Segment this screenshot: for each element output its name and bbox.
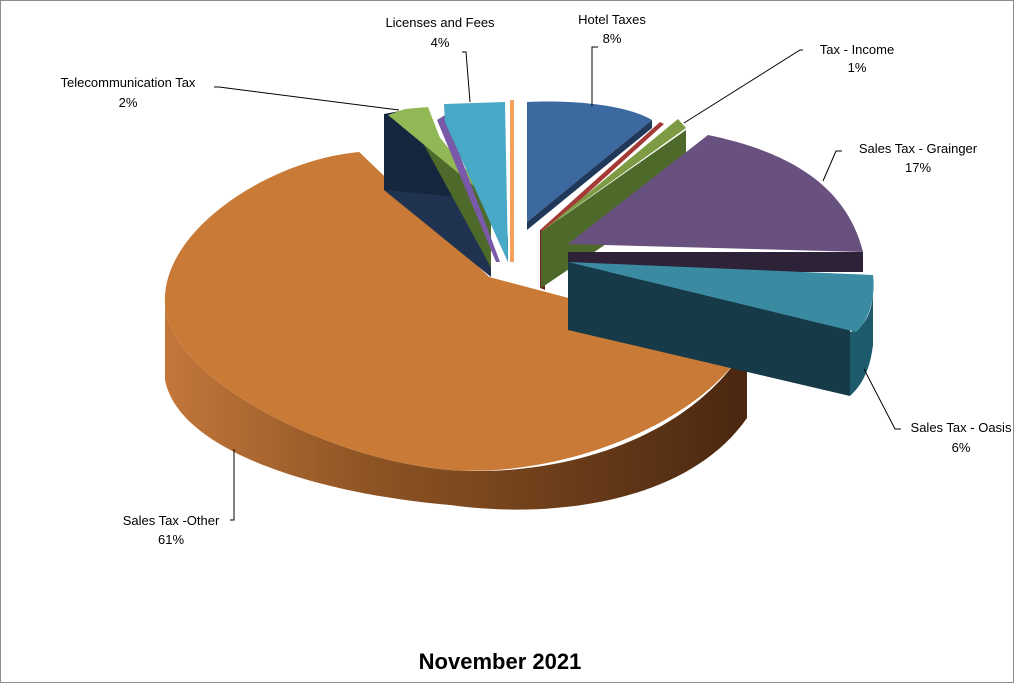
label-licenses-and-fees-name: Licenses and Fees (385, 15, 495, 30)
label-hotel-taxes-name: Hotel Taxes (578, 12, 646, 27)
pie-slice-sales-tax-oasis (568, 262, 874, 332)
label-tax-income-pct: 1% (848, 60, 867, 75)
pie-slice-oasis-inner-wall (568, 262, 850, 396)
label-sales-tax-oasis-name: Sales Tax - Oasis (911, 420, 1012, 435)
data-labels: Hotel Taxes 8% Licenses and Fees 4% Tax … (61, 12, 1012, 547)
pie-slice-sales-tax-other-side (165, 305, 747, 510)
leader-sales-tax-oasis (863, 368, 901, 430)
leader-licenses-and-fees (462, 51, 471, 103)
pie-slice-hotel-side (527, 120, 652, 230)
pie-slice-telecom-wall (405, 110, 491, 268)
pie-slice-tiny-orange (510, 100, 514, 262)
leader-telecommunication-tax (214, 86, 400, 111)
pie-slice-small-purple (437, 115, 500, 262)
label-sales-tax-oasis-pct: 6% (952, 440, 971, 455)
pie-slice-tax-income (541, 119, 686, 232)
pie-slice-tiny-red (540, 122, 664, 232)
leader-sales-tax-grainger (822, 150, 842, 182)
label-telecommunication-tax-pct: 2% (119, 95, 138, 110)
label-telecommunication-tax-name: Telecommunication Tax (61, 75, 196, 90)
label-sales-tax-grainger-pct: 17% (905, 160, 931, 175)
leader-sales-tax-other (230, 449, 235, 521)
pie-slices (164, 100, 874, 510)
label-sales-tax-other-name: Sales Tax -Other (123, 513, 220, 528)
label-sales-tax-other-pct: 61% (158, 532, 184, 547)
leader-hotel-taxes (591, 46, 598, 106)
label-hotel-taxes-pct: 8% (603, 31, 622, 46)
pie-slice-sales-tax-grainger (568, 135, 863, 252)
pie-slice-licenses-and-fees (444, 102, 508, 262)
label-sales-tax-grainger-name: Sales Tax - Grainger (859, 141, 978, 156)
pie-slice-sales-tax-other (164, 152, 748, 471)
leader-tax-income (683, 49, 803, 124)
pie-slice-hotel-taxes (527, 101, 652, 222)
label-tax-income-name: Tax - Income (820, 42, 894, 57)
label-licenses-and-fees-pct: 4% (431, 35, 450, 50)
pie-slice-oasis-side (850, 292, 873, 396)
chart-title: November 2021 (419, 649, 582, 674)
leader-lines (214, 46, 901, 521)
